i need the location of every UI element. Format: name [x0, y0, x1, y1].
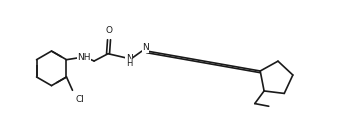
Text: O: O [105, 26, 112, 35]
Text: NH: NH [77, 53, 91, 62]
Text: Cl: Cl [76, 95, 85, 104]
Text: H: H [126, 59, 133, 68]
Text: N: N [126, 54, 133, 63]
Text: N: N [142, 43, 149, 52]
